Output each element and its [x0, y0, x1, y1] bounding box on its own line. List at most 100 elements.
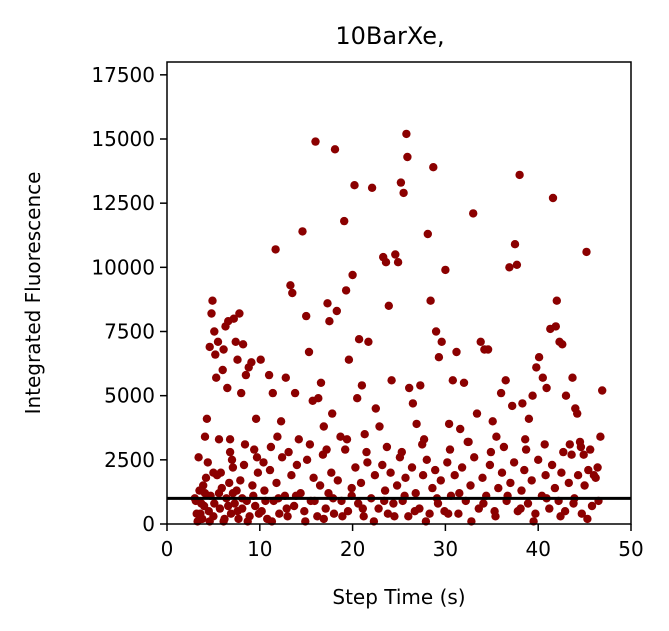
data-point — [393, 258, 403, 267]
data-point — [584, 465, 593, 475]
data-point — [341, 286, 351, 295]
data-point — [534, 353, 544, 362]
data-point — [405, 383, 414, 393]
data-point — [383, 509, 393, 518]
data-point — [315, 481, 325, 490]
points-layer — [190, 129, 607, 526]
data-point — [567, 450, 576, 459]
data-point — [325, 317, 334, 326]
data-point — [527, 476, 536, 485]
data-point — [564, 478, 573, 488]
data-point — [298, 227, 307, 236]
data-point — [521, 445, 531, 454]
data-point — [556, 512, 565, 521]
data-point — [463, 437, 472, 447]
data-point — [340, 216, 349, 226]
data-point — [520, 465, 529, 475]
data-point — [547, 460, 557, 470]
data-point — [515, 170, 524, 180]
data-point — [336, 432, 345, 441]
data-point — [214, 435, 224, 444]
data-point — [428, 483, 437, 493]
data-point — [499, 442, 509, 452]
data-point — [223, 383, 232, 393]
data-point — [283, 512, 292, 521]
data-point — [271, 245, 280, 254]
data-point — [561, 391, 571, 400]
data-point — [374, 504, 383, 513]
y-axis: 0 2500 5000 7500 10000 12500 15000 17500 — [91, 63, 167, 536]
data-point — [517, 486, 526, 495]
data-point — [531, 509, 540, 518]
data-point — [268, 388, 277, 398]
data-point — [219, 345, 228, 354]
data-point — [472, 409, 482, 418]
data-point — [289, 501, 299, 511]
data-point — [330, 145, 340, 154]
data-point — [469, 209, 478, 218]
data-point — [228, 463, 238, 472]
data-point — [202, 414, 212, 423]
data-point — [382, 442, 392, 452]
data-point — [344, 355, 354, 364]
data-point — [573, 409, 582, 418]
data-point — [252, 453, 262, 462]
data-point — [203, 458, 212, 467]
data-point — [551, 322, 560, 331]
data-point — [378, 460, 387, 470]
data-point — [225, 478, 234, 488]
data-point — [367, 183, 377, 192]
data-point — [332, 306, 341, 316]
data-point — [496, 388, 506, 398]
data-point — [209, 468, 218, 477]
data-point — [380, 486, 390, 495]
data-point — [591, 473, 600, 482]
x-tick-label: 0 — [161, 537, 174, 561]
data-point — [212, 373, 221, 382]
data-point — [423, 229, 432, 239]
data-point — [540, 440, 549, 449]
data-point — [236, 476, 245, 485]
data-point — [488, 417, 497, 426]
data-point — [425, 509, 434, 518]
data-point — [565, 440, 574, 449]
data-point — [281, 373, 290, 382]
data-point — [210, 499, 219, 508]
data-point — [452, 347, 461, 357]
data-point — [418, 471, 428, 480]
data-point — [410, 507, 419, 516]
data-point — [251, 501, 260, 511]
data-point — [235, 309, 244, 318]
data-point — [231, 337, 240, 346]
data-point — [207, 309, 216, 318]
y-tick-label: 0 — [142, 512, 155, 536]
data-point — [275, 509, 284, 518]
data-point — [523, 499, 533, 508]
data-point — [348, 270, 357, 280]
data-point — [342, 435, 352, 444]
data-point — [362, 447, 371, 457]
data-point — [497, 468, 507, 477]
data-point — [534, 455, 543, 464]
data-point — [445, 445, 455, 454]
data-point — [229, 314, 238, 323]
data-point — [233, 355, 242, 364]
data-point — [545, 504, 554, 513]
data-point — [341, 445, 350, 454]
x-tick-label: 20 — [340, 537, 365, 561]
data-point — [343, 507, 353, 516]
x-axis-label: Step Time (s) — [332, 585, 465, 609]
data-point — [422, 455, 431, 464]
data-point — [215, 504, 225, 513]
data-point — [265, 465, 275, 475]
data-point — [321, 504, 330, 513]
x-tick-label: 30 — [433, 537, 458, 561]
data-point — [381, 258, 391, 267]
x-axis: 0 10 20 30 40 50 — [161, 524, 644, 561]
data-point — [569, 499, 578, 508]
data-point — [429, 163, 438, 172]
data-point — [389, 499, 398, 508]
data-point — [347, 483, 356, 493]
data-point — [294, 435, 303, 444]
